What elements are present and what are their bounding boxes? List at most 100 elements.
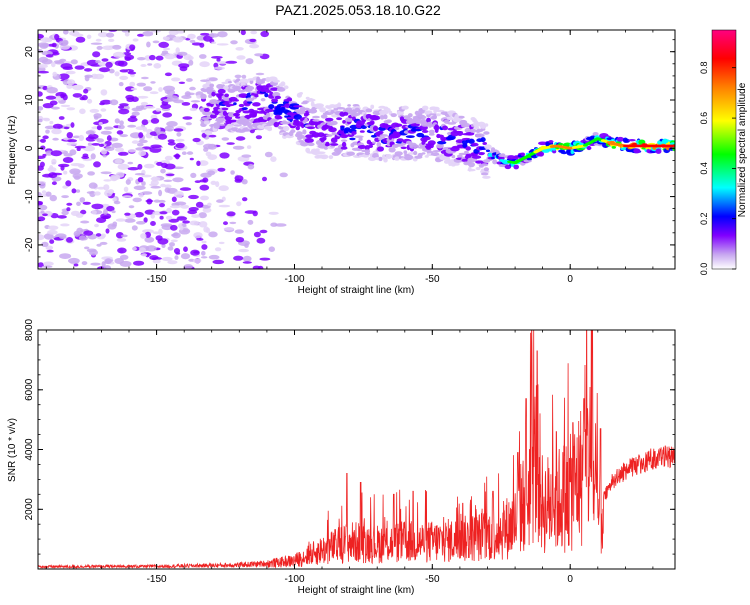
heatmap-cell xyxy=(163,179,173,182)
heatmap-ridge-cell xyxy=(672,144,675,148)
heatmap-cell xyxy=(198,221,208,228)
heatmap-cell xyxy=(221,107,229,111)
heatmap-cell xyxy=(480,172,489,176)
heatmap-cell xyxy=(255,79,264,85)
heatmap-cell xyxy=(173,232,179,237)
heatmap-cell xyxy=(379,115,385,120)
heatmap-cell xyxy=(471,142,479,147)
heatmap-cell xyxy=(181,102,191,106)
heatmap-cell xyxy=(216,199,224,203)
heatmap-cell xyxy=(129,81,136,87)
heatmap-cell xyxy=(315,148,320,152)
heatmap-cell xyxy=(401,105,409,110)
heatmap-cell xyxy=(223,221,228,226)
heatmap-cell xyxy=(66,132,74,139)
heatmap-cell xyxy=(195,201,204,208)
heatmap-cell xyxy=(87,98,93,104)
heatmap-cell xyxy=(548,140,554,143)
heatmap-cell xyxy=(351,131,357,135)
heatmap-cell xyxy=(330,143,339,146)
heatmap-cell xyxy=(169,242,175,247)
heatmap-cell xyxy=(308,98,314,102)
heatmap-cell xyxy=(341,141,347,148)
heatmap-cell xyxy=(236,201,242,207)
x-tick-label: -150 xyxy=(147,574,167,585)
heatmap-cell xyxy=(246,115,251,120)
heatmap-cell xyxy=(127,167,140,171)
heatmap-cell xyxy=(173,248,181,254)
heatmap-cell xyxy=(112,197,117,202)
heatmap-cell xyxy=(103,209,108,215)
heatmap-cell xyxy=(268,211,279,215)
heatmap-cell xyxy=(45,54,54,58)
heatmap-cell xyxy=(143,86,153,92)
heatmap-cell xyxy=(428,129,435,135)
x-tick-label: -50 xyxy=(425,574,440,585)
heatmap-cell xyxy=(118,82,124,87)
spectrogram-cells xyxy=(38,30,675,269)
heatmap-cell xyxy=(155,55,164,61)
heatmap-cell xyxy=(167,141,176,146)
heatmap-cell xyxy=(279,172,288,178)
heatmap-cell xyxy=(238,248,250,253)
heatmap-cell xyxy=(198,160,209,166)
heatmap-cell xyxy=(49,239,55,244)
heatmap-cell xyxy=(81,261,88,266)
heatmap-cell xyxy=(112,44,122,50)
heatmap-cell xyxy=(513,164,519,170)
heatmap-cell xyxy=(241,107,248,111)
heatmap-cell xyxy=(467,168,476,172)
heatmap-cell xyxy=(50,150,62,157)
heatmap-cell xyxy=(426,117,431,123)
heatmap-cell xyxy=(385,119,392,123)
heatmap-cell xyxy=(45,150,53,156)
heatmap-cell xyxy=(178,81,186,85)
x-tick-label: -100 xyxy=(284,574,304,585)
heatmap-cell xyxy=(199,184,210,191)
heatmap-cell xyxy=(227,81,232,84)
heatmap-cell xyxy=(171,196,177,203)
heatmap-cell xyxy=(106,205,115,212)
heatmap-cell xyxy=(167,139,175,143)
heatmap-cell xyxy=(46,87,58,94)
heatmap-cell xyxy=(283,125,290,132)
heatmap-cell xyxy=(41,190,47,194)
heatmap-cell xyxy=(113,200,121,205)
heatmap-cell xyxy=(379,134,388,137)
heatmap-cell xyxy=(69,149,77,156)
heatmap-cell xyxy=(159,203,165,208)
heatmap-cell xyxy=(80,209,87,215)
heatmap-cell xyxy=(396,138,404,142)
heatmap-cell xyxy=(106,32,115,38)
heatmap-cell xyxy=(245,85,255,91)
heatmap-cell xyxy=(253,231,261,238)
heatmap-cell xyxy=(102,154,107,158)
heatmap-cell xyxy=(174,191,184,198)
heatmap-cell xyxy=(211,41,217,44)
heatmap-cell xyxy=(45,129,50,134)
heatmap-cell xyxy=(131,225,138,231)
heatmap-cell xyxy=(73,263,79,267)
heatmap-cell xyxy=(63,170,68,175)
heatmap-cell xyxy=(52,71,57,77)
heatmap-cell xyxy=(137,57,146,61)
heatmap-cell xyxy=(47,167,57,172)
heatmap-cell xyxy=(252,265,261,269)
heatmap-cell xyxy=(274,223,287,227)
heatmap-cell xyxy=(79,197,86,203)
heatmap-cell xyxy=(413,150,418,156)
heatmap-cell xyxy=(138,150,147,157)
heatmap-cell xyxy=(141,253,148,257)
heatmap-cell xyxy=(247,219,254,225)
heatmap-cell xyxy=(372,125,379,132)
heatmap-cell xyxy=(84,74,93,79)
heatmap-cell xyxy=(229,119,238,123)
heatmap-cell xyxy=(421,152,426,155)
heatmap-cell xyxy=(185,122,192,126)
heatmap-cell xyxy=(254,94,259,98)
heatmap-cell xyxy=(170,224,178,231)
heatmap-cell xyxy=(171,209,180,216)
heatmap-cell xyxy=(159,211,168,215)
heatmap-cell xyxy=(49,194,57,202)
heatmap-cell xyxy=(190,172,197,178)
